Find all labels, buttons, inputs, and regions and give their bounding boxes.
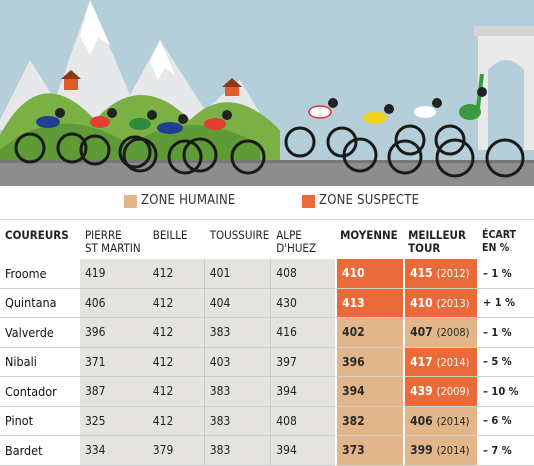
climb-pierre-st-martin-value: 419 bbox=[79, 259, 148, 289]
climb-beille-value: 379 bbox=[147, 436, 205, 466]
climb-alpe-dhuez-value: 394 bbox=[271, 377, 336, 407]
header-average: MOYENNE bbox=[340, 228, 398, 242]
table-row: Pinot 325 412 383 408 382 406 (2014) – 6 % bbox=[0, 406, 534, 436]
average-value: 402 bbox=[335, 318, 404, 348]
climb-pierre-st-martin-value: 371 bbox=[79, 347, 148, 377]
climb-beille-value: 412 bbox=[147, 318, 205, 348]
table-row: Bardet 334 379 383 394 373 399 (2014) – 7 % bbox=[0, 436, 534, 466]
table-row: Quintana 406 412 404 430 413 410 (2013) + 1 % bbox=[0, 288, 534, 318]
rider-name: Froome bbox=[0, 259, 80, 289]
climb-pierre-st-martin-value: 396 bbox=[79, 318, 148, 348]
climb-beille-value: 412 bbox=[147, 288, 205, 318]
climb-toussuire-value: 401 bbox=[204, 259, 272, 289]
legend-suspect-label: ZONE SUSPECTE bbox=[319, 193, 420, 208]
legend-human-label: ZONE HUMAINE bbox=[141, 193, 236, 208]
climb-beille-value: 412 bbox=[147, 347, 205, 377]
legend-human-swatch bbox=[124, 195, 137, 208]
climb-toussuire-value: 383 bbox=[204, 318, 272, 348]
gap-value: – 7 % bbox=[477, 436, 534, 466]
separator bbox=[0, 219, 534, 220]
rider-name: Valverde bbox=[0, 318, 80, 348]
climb-alpe-dhuez-value: 416 bbox=[271, 318, 336, 348]
power-table: COUREURS PIERRE ST MARTIN BEILLE TOUSSUIR… bbox=[0, 226, 534, 466]
legend: ZONE HUMAINE ZONE SUSPECTE bbox=[0, 191, 534, 213]
average-value: 373 bbox=[335, 436, 404, 466]
table-row: Nibali 371 412 403 397 396 417 (2014) – 5 % bbox=[0, 347, 534, 377]
gap-value: – 1 % bbox=[477, 259, 534, 289]
best-watts: 410 bbox=[410, 295, 433, 310]
best-tour-value: 439 (2009) bbox=[403, 377, 478, 407]
header-climb-toussuire: TOUSSUIRE bbox=[209, 228, 270, 242]
best-watts: 439 bbox=[410, 384, 433, 399]
best-watts: 417 bbox=[410, 354, 433, 369]
best-watts: 399 bbox=[410, 443, 433, 458]
climb-alpe-dhuez-value: 408 bbox=[271, 406, 336, 436]
best-tour-value: 415 (2012) bbox=[403, 259, 478, 289]
best-watts: 406 bbox=[410, 413, 433, 428]
average-value: 382 bbox=[335, 406, 404, 436]
gap-value: – 6 % bbox=[477, 407, 534, 436]
best-year: (2014) bbox=[436, 355, 470, 369]
average-value: 410 bbox=[335, 259, 404, 289]
climb-pierre-st-martin-value: 325 bbox=[79, 406, 148, 436]
header-climb-beille: BEILLE bbox=[152, 228, 188, 242]
header-climb-alpe-dhuez: ALPE D'HUEZ bbox=[276, 228, 317, 255]
climb-pierre-st-martin-value: 334 bbox=[79, 436, 148, 466]
climb-beille-value: 412 bbox=[147, 259, 205, 289]
rider-name: Quintana bbox=[0, 289, 80, 318]
best-tour-value: 407 (2008) bbox=[403, 318, 478, 348]
peloton-illustration bbox=[0, 0, 534, 186]
header-gap-percent: ÉCART EN % bbox=[482, 229, 516, 254]
best-year: (2014) bbox=[436, 444, 470, 458]
header-riders: COUREURS bbox=[5, 228, 69, 242]
best-tour-value: 399 (2014) bbox=[403, 436, 478, 466]
gap-value: – 1 % bbox=[477, 318, 534, 348]
table-header: COUREURS PIERRE ST MARTIN BEILLE TOUSSUIR… bbox=[0, 226, 534, 259]
best-year: (2012) bbox=[436, 267, 470, 281]
rider-name: Nibali bbox=[0, 348, 80, 377]
header-climb-pierre-st-martin: PIERRE ST MARTIN bbox=[84, 228, 141, 255]
climb-toussuire-value: 383 bbox=[204, 377, 272, 407]
gap-value: – 10 % bbox=[477, 377, 534, 407]
best-year: (2009) bbox=[436, 385, 470, 399]
average-value: 394 bbox=[335, 377, 404, 407]
best-tour-value: 410 (2013) bbox=[403, 288, 478, 318]
rider-name: Pinot bbox=[0, 407, 80, 436]
climb-toussuire-value: 404 bbox=[204, 288, 272, 318]
climb-toussuire-value: 383 bbox=[204, 436, 272, 466]
best-tour-value: 406 (2014) bbox=[403, 406, 478, 436]
climb-alpe-dhuez-value: 397 bbox=[271, 347, 336, 377]
climb-beille-value: 412 bbox=[147, 406, 205, 436]
best-year: (2014) bbox=[436, 414, 470, 428]
climb-alpe-dhuez-value: 430 bbox=[271, 288, 336, 318]
climb-pierre-st-martin-value: 387 bbox=[79, 377, 148, 407]
climb-pierre-st-martin-value: 406 bbox=[79, 288, 148, 318]
table-row: Contador 387 412 383 394 394 439 (2009) – 10 % bbox=[0, 377, 534, 407]
climb-toussuire-value: 383 bbox=[204, 406, 272, 436]
rider-name: Bardet bbox=[0, 436, 80, 466]
climb-toussuire-value: 403 bbox=[204, 347, 272, 377]
header-best-tour: MEILLEUR TOUR bbox=[408, 228, 466, 255]
gap-value: + 1 % bbox=[477, 289, 534, 318]
average-value: 413 bbox=[335, 288, 404, 318]
rider-name: Contador bbox=[0, 377, 80, 407]
best-tour-value: 417 (2014) bbox=[403, 347, 478, 377]
climb-alpe-dhuez-value: 394 bbox=[271, 436, 336, 466]
best-year: (2008) bbox=[436, 326, 470, 340]
best-year: (2013) bbox=[436, 296, 470, 310]
table-row: Valverde 396 412 383 416 402 407 (2008) – 1 % bbox=[0, 318, 534, 348]
best-watts: 415 bbox=[410, 266, 433, 281]
legend-suspect-swatch bbox=[302, 195, 315, 208]
table-row: Froome 419 412 401 408 410 415 (2012) – 1 % bbox=[0, 259, 534, 289]
climb-alpe-dhuez-value: 408 bbox=[271, 259, 336, 289]
average-value: 396 bbox=[335, 347, 404, 377]
gap-value: – 5 % bbox=[477, 348, 534, 377]
climb-beille-value: 412 bbox=[147, 377, 205, 407]
best-watts: 407 bbox=[410, 325, 433, 340]
